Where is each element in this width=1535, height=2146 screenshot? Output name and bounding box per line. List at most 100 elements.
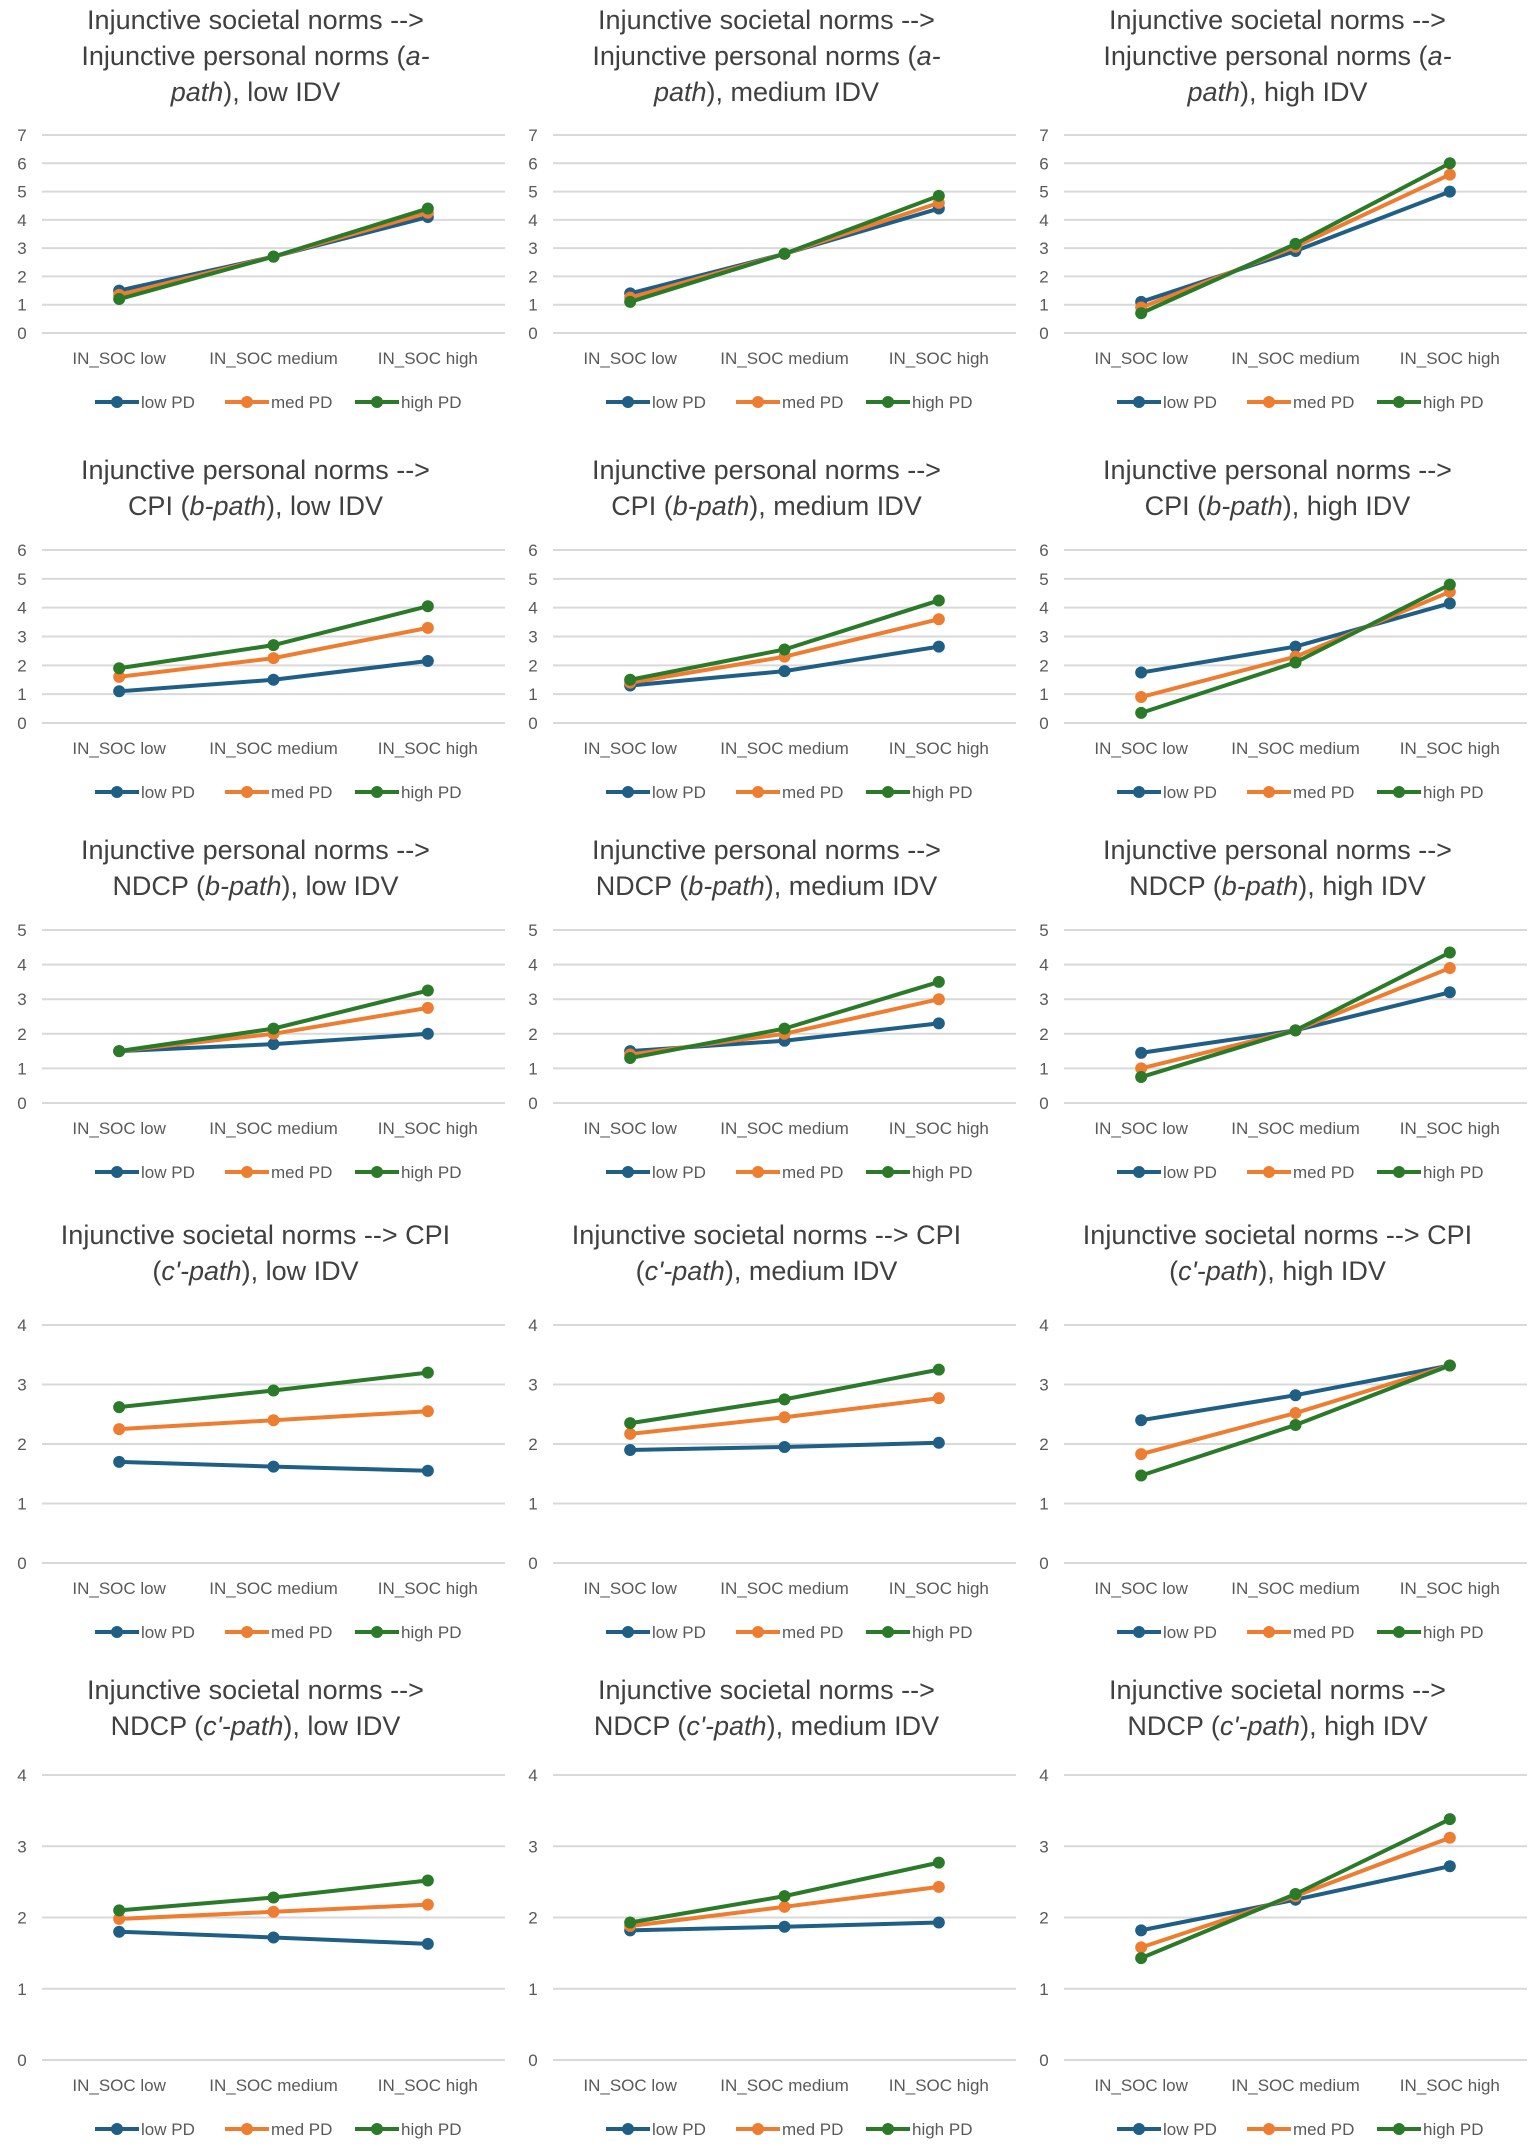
y-tick-label: 4 (17, 599, 26, 618)
chart-title-text: Injunctive personal norms ( (592, 41, 917, 71)
data-point (1443, 157, 1456, 170)
legend-label: low PD (141, 1163, 195, 1182)
chart-title-text: ), medium IDV (766, 1711, 940, 1741)
data-point (1135, 1071, 1148, 1084)
legend-label: med PD (271, 783, 332, 802)
chart-title-line: NDCP (c'-path), low IDV (0, 1708, 511, 1744)
chart-title: Injunctive personal norms --> NDCP (b-pat… (511, 830, 1022, 915)
line-chart: Injunctive societal norms --> Injunctive … (511, 0, 1022, 450)
y-tick-label: 3 (1039, 1376, 1048, 1395)
x-tick-label: IN_SOC medium (1231, 1119, 1359, 1138)
y-tick-label: 0 (528, 714, 537, 733)
legend-marker (1263, 2123, 1275, 2135)
plot-area: 0 1 2 3 4 IN_SOC low IN_SOC medium IN_SOC high l… (528, 1316, 1016, 1642)
legend-item: high PD (1377, 2120, 1483, 2139)
y-tick-label: 2 (17, 1909, 26, 1928)
y-tick-label: 4 (17, 956, 26, 975)
y-tick-label: 1 (17, 1495, 26, 1514)
y-tick-label: 6 (17, 154, 26, 173)
chart-title: Injunctive societal norms --> CPI (c'-pat… (0, 1215, 511, 1310)
data-point (113, 1045, 126, 1058)
y-tick-label: 4 (528, 1316, 537, 1335)
line-chart: Injunctive societal norms --> NDCP (c'-pa… (1022, 1670, 1533, 2141)
y-tick-label: 3 (528, 628, 537, 647)
chart-title-line: path), medium IDV (511, 74, 1022, 110)
data-point (932, 993, 945, 1006)
chart-title-line: Injunctive societal norms --> (1022, 1672, 1533, 1708)
legend-marker (371, 1166, 383, 1178)
legend-item: high PD (866, 783, 972, 802)
y-tick-label: 5 (17, 183, 26, 202)
chart-title-text: Injunctive personal norms --> (81, 835, 430, 865)
chart-title-text: NDCP ( (1129, 871, 1222, 901)
legend-label: high PD (912, 2120, 972, 2139)
data-point (421, 621, 434, 634)
data-point (1135, 1414, 1148, 1427)
legend-label: high PD (912, 1623, 972, 1642)
y-tick-label: 3 (1039, 628, 1048, 647)
data-point (624, 673, 637, 686)
legend-marker (371, 1626, 383, 1638)
chart-title-line: path), low IDV (0, 74, 511, 110)
legend-marker (111, 396, 123, 408)
y-tick-label: 4 (1039, 1766, 1048, 1785)
chart-title-text: ), high IDV (1298, 871, 1426, 901)
data-point (624, 1417, 637, 1430)
plot-area: 0 1 2 3 4 5 6 IN_SOC low IN_SOC medium IN_SOC hig… (17, 541, 505, 802)
y-tick-label: 0 (1039, 1554, 1048, 1573)
legend-label: med PD (271, 1623, 332, 1642)
data-point (113, 293, 126, 306)
chart-title-line: Injunctive societal norms --> (1022, 2, 1533, 38)
line-chart: Injunctive personal norms --> CPI (b-path… (511, 450, 1022, 830)
x-tick-label: IN_SOC medium (1231, 349, 1359, 368)
x-tick-label: IN_SOC high (378, 739, 478, 758)
chart-row: Injunctive societal norms --> Injunctive … (0, 0, 1535, 450)
legend-item: low PD (606, 783, 706, 802)
chart-title: Injunctive societal norms --> NDCP (c'-pa… (0, 1670, 511, 1760)
data-point (421, 984, 434, 997)
legend-marker (622, 396, 634, 408)
x-tick-label: IN_SOC medium (209, 739, 337, 758)
data-point (267, 1460, 280, 1473)
y-tick-label: 5 (528, 570, 537, 589)
y-tick-label: 4 (1039, 1316, 1048, 1335)
data-point (1135, 691, 1148, 704)
data-point (932, 975, 945, 988)
chart-title-text: a- (916, 41, 941, 71)
data-point (1289, 640, 1302, 653)
legend-marker (1133, 2123, 1145, 2135)
data-point (267, 673, 280, 686)
legend-item: med PD (736, 393, 843, 412)
legend-label: low PD (141, 783, 195, 802)
x-tick-label: IN_SOC high (378, 349, 478, 368)
chart-title-text: Injunctive societal norms --> CPI (1082, 1220, 1473, 1250)
legend-label: low PD (652, 2120, 706, 2139)
x-tick-label: IN_SOC low (72, 1119, 166, 1138)
line-chart: Injunctive societal norms --> Injunctive … (0, 0, 511, 450)
legend-label: med PD (782, 783, 843, 802)
data-point (1135, 1062, 1148, 1075)
chart-title-text: ), high IDV (1240, 77, 1368, 107)
legend-item: med PD (736, 783, 843, 802)
plot-area: 0 1 2 3 4 5 6 7 IN_SOC low IN_SOC medium IN_SOC hi… (528, 126, 1016, 412)
chart-title-text: Injunctive personal norms --> (81, 455, 430, 485)
chart-title-line: Injunctive societal norms --> (0, 1672, 511, 1708)
legend-marker (371, 786, 383, 798)
legend-item: low PD (1117, 1163, 1217, 1182)
data-point (624, 1916, 637, 1929)
data-point (267, 1414, 280, 1427)
chart-title: Injunctive personal norms --> CPI (b-path… (511, 450, 1022, 535)
y-tick-label: 1 (1039, 1980, 1048, 1999)
legend-label: low PD (1163, 1623, 1217, 1642)
legend-item: high PD (866, 1163, 972, 1182)
chart-title-line: Injunctive personal norms --> (511, 832, 1022, 868)
y-tick-label: 5 (1039, 570, 1048, 589)
chart-title-line: NDCP (b-path), high IDV (1022, 868, 1533, 904)
chart-title-line: (c'-path), medium IDV (511, 1253, 1022, 1289)
chart-title-text: Injunctive societal norms --> (87, 1675, 424, 1705)
legend-item: high PD (1377, 393, 1483, 412)
chart-title-text: path (170, 77, 224, 107)
legend-item: high PD (1377, 783, 1483, 802)
data-point (1289, 237, 1302, 250)
chart-title-line: NDCP (c'-path), high IDV (1022, 1708, 1533, 1744)
